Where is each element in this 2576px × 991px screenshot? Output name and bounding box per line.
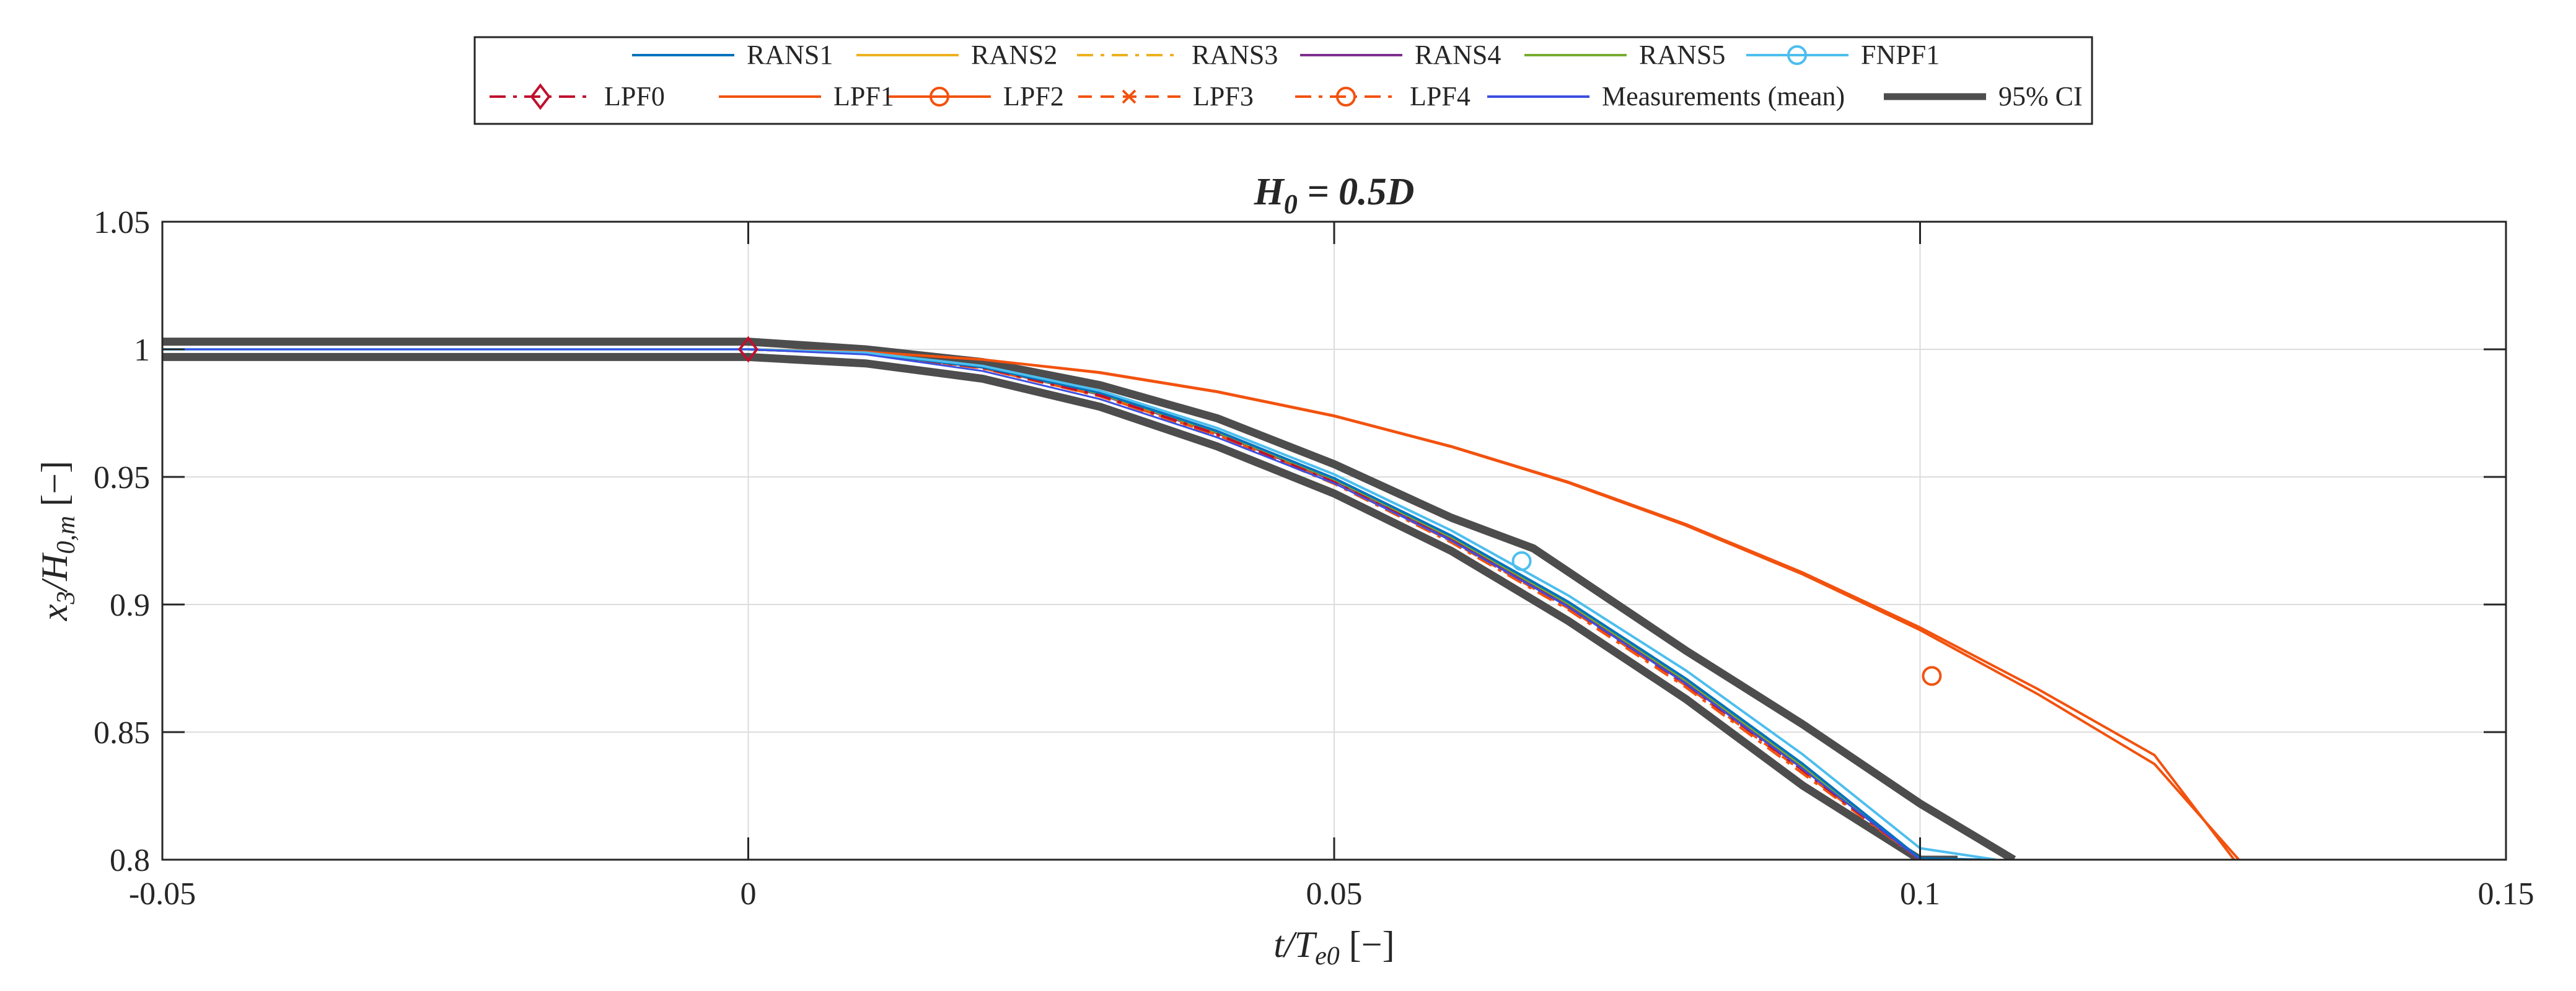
x-tick-label: 0.15 xyxy=(2478,876,2534,912)
legend-item-lpf4: LPF4 xyxy=(1295,81,1470,111)
legend-marker xyxy=(530,83,551,110)
legend-label: RANS3 xyxy=(1192,40,1278,70)
legend-item-95-ci: 95% CI xyxy=(1884,81,2083,111)
legend-label: Measurements (mean) xyxy=(1602,81,1845,111)
y-tick-label: 0.9 xyxy=(110,588,150,623)
y-axis-label: x3/H0,m [−] xyxy=(34,461,81,621)
legend-marker xyxy=(930,87,949,107)
axis-ticks: -0.05 0 0.05 0.1 0.15 0.8 0.85 0.9 0.95 1 1.05 xyxy=(94,205,2534,912)
x-tick-label: 0.1 xyxy=(1900,876,1940,912)
legend-label: FNPF1 xyxy=(1861,40,1940,70)
legend-item-rans5: RANS5 xyxy=(1524,40,1725,70)
y-tick-label: 0.8 xyxy=(110,843,150,878)
marker-fnpf1 xyxy=(1511,551,1532,571)
marker-group xyxy=(737,336,1942,686)
legend-label: RANS2 xyxy=(971,40,1057,70)
legend-item-rans1: RANS1 xyxy=(632,40,833,70)
x-axis-label: t/Te0 [−] xyxy=(1273,924,1394,971)
marker-lpf2 xyxy=(1922,666,1942,686)
legend-item-rans3: RANS3 xyxy=(1077,40,1278,70)
x-tick-label: 0.05 xyxy=(1306,876,1363,912)
legend-label: LPF0 xyxy=(604,81,665,111)
legend-item-rans2: RANS2 xyxy=(856,40,1057,70)
legend-marker xyxy=(1787,45,1807,65)
legend-label: LPF4 xyxy=(1410,81,1470,111)
legend-box xyxy=(473,36,2093,125)
legend-label: LPF3 xyxy=(1193,81,1254,111)
legend-item-measurements-mean: Measurements (mean) xyxy=(1487,81,1845,111)
legend-marker xyxy=(1336,87,1356,107)
y-tick-label: 0.95 xyxy=(94,460,150,496)
series-line-ci-lower xyxy=(162,352,1958,860)
legend-item-lpf2: LPF2 xyxy=(889,81,1064,111)
series-group xyxy=(162,338,2240,860)
legend-item-rans4: RANS4 xyxy=(1300,40,1501,70)
y-tick-label: 1.05 xyxy=(94,205,150,240)
legend-item-fnpf1: FNPF1 xyxy=(1746,40,1940,70)
y-tick-label: 0.85 xyxy=(94,715,150,751)
legend: RANS1 RANS2 RANS3 RANS4 RANS5 FNPF1 LPF0 LPF1 LP… xyxy=(473,36,2093,125)
marker-lpf0 xyxy=(737,336,759,363)
x-tick-label: -0.05 xyxy=(129,876,196,912)
x-tick-label: 0 xyxy=(741,876,757,912)
legend-label: 95% CI xyxy=(1998,81,2083,111)
series-line-measurements-mean xyxy=(162,348,1985,860)
series-line-fnpf1 xyxy=(162,348,1997,860)
legend-item-lpf1: LPF1 xyxy=(719,81,894,111)
series-line-ci-upper xyxy=(162,338,2016,860)
series-line-lpf2 xyxy=(162,348,2240,860)
legend-marker xyxy=(1122,89,1136,104)
legend-label: RANS4 xyxy=(1415,40,1501,70)
legend-label: RANS5 xyxy=(1639,40,1725,70)
legend-label: RANS1 xyxy=(747,40,833,70)
legend-item-lpf3: LPF3 xyxy=(1078,81,1254,111)
legend-label: LPF2 xyxy=(1003,81,1064,111)
legend-label: LPF1 xyxy=(833,81,894,111)
chart-title: H0 = 0.5D xyxy=(1254,171,1415,219)
legend-item-lpf0: LPF0 xyxy=(490,81,665,111)
y-tick-label: 1 xyxy=(134,333,150,368)
